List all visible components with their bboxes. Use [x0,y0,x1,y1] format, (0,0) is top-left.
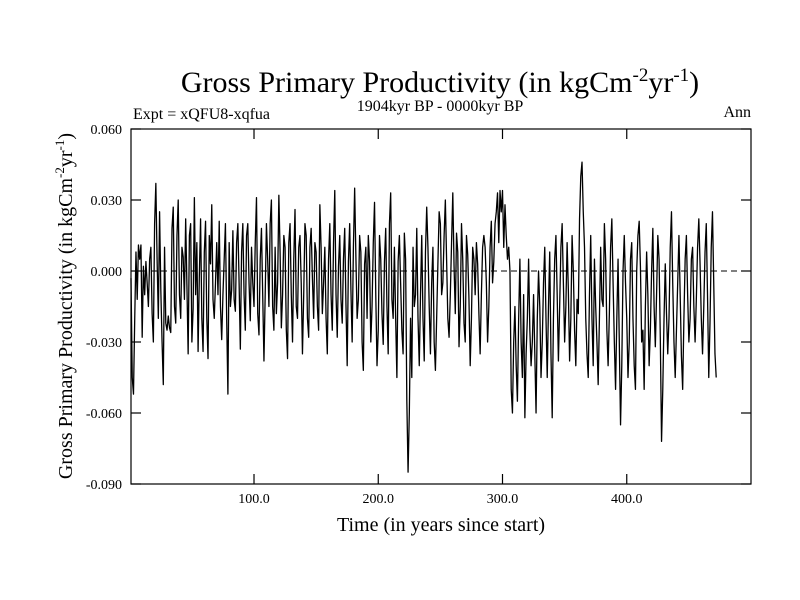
plot-frame [130,128,752,485]
y-axis-label-sup1: -2 [52,167,67,178]
y-tick-label: 0.000 [91,265,123,280]
x-tick-label: 100.0 [238,492,270,507]
x-tick-label: 300.0 [487,492,519,507]
series-line [130,161,717,473]
chart-title-end: ) [689,66,699,99]
series-group [130,161,717,473]
y-axis-label: Gross Primary Productivity (in kgCm-2yr-… [52,133,77,479]
y-axis-label-mid: yr [55,150,77,167]
x-tick-label: 200.0 [363,492,395,507]
chart-title-mid: yr [648,66,673,99]
x-axis-label: Time (in years since start) [337,514,545,536]
y-tick-label: -0.060 [86,407,122,422]
experiment-label: Expt = xQFU8-xqfua [133,106,270,123]
axis-ticks-group: 100.0 200.0 300.0 400.0 0.060 0.030 0.000 -0.03… [86,123,751,507]
x-tick-label: 400.0 [611,492,643,507]
y-axis-label-main: Gross Primary Productivity (in kgCm [55,178,77,480]
y-tick-label: -0.090 [86,478,122,493]
y-tick-label: 0.060 [91,123,123,138]
period-label: 1904kyr BP - 0000kyr BP [357,98,524,115]
chart-title: Gross Primary Productivity (in kgCm-2yr-… [181,65,699,99]
season-label: Ann [723,104,751,121]
y-axis-label-end: ) [55,133,77,140]
y-axis-label-sup2: -1 [52,140,67,151]
chart-title-main: Gross Primary Productivity (in kgCm [181,66,633,99]
y-tick-label: 0.030 [91,194,123,209]
chart-title-sup1: -2 [633,65,649,86]
y-tick-label: -0.030 [86,336,122,351]
chart-title-sup2: -1 [673,65,689,86]
